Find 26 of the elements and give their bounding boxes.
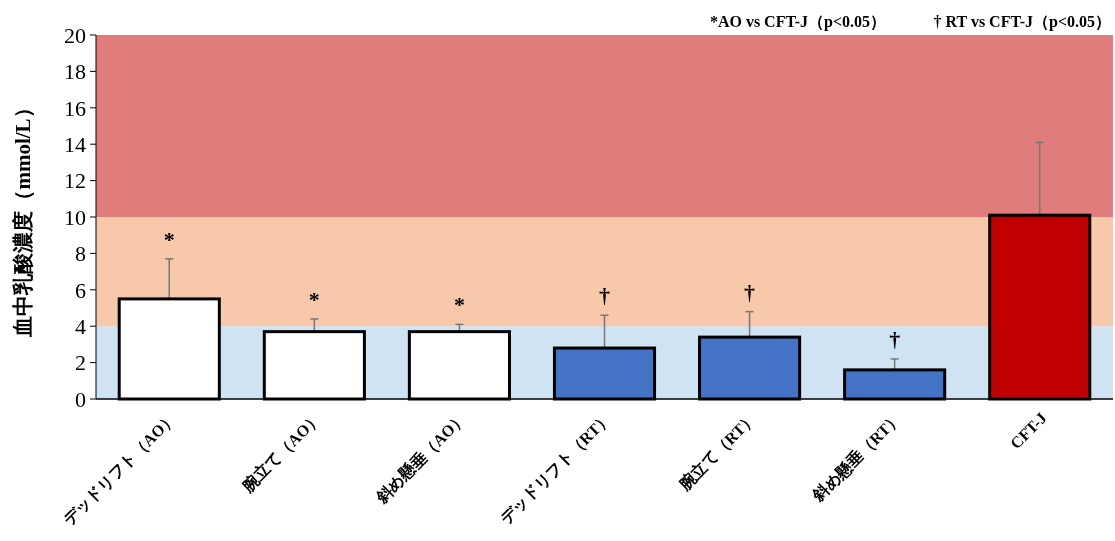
y-tick-label: 14 [64,131,86,157]
y-tick-label: 8 [75,241,86,267]
annotation: * [453,292,465,318]
annotation: † [744,279,756,305]
y-tick-label: 12 [64,168,86,194]
annotation: † [889,326,901,352]
y-tick-label: 16 [64,95,86,121]
y-axis-title: 血中乳酸濃度（mmol/L） [11,97,35,338]
text: † RT vs CFT-J（p<0.05） [933,13,1111,31]
x-tick-label: 腕立て（AO） [237,408,326,497]
x-tick-label: 腕立て（RT） [674,408,761,495]
y-tick-label: 20 [64,22,86,48]
x-tick-label: 斜め懸垂（RT） [808,409,906,506]
y-tick-label: 6 [75,277,86,303]
annotation: * [308,286,320,312]
annotation: * [163,226,175,252]
y-tick-label: 0 [75,386,86,412]
y-tick-label: 18 [64,59,86,85]
x-tick-label: デッドリフト（AO） [59,409,181,530]
text: *AO vs CFT-J（p<0.05） [709,13,886,31]
y-tick-label: 10 [64,204,86,230]
y-tick-label: 4 [75,313,86,339]
annotation: † [599,283,610,309]
x-tick-label: デッドリフト（RT） [496,409,616,528]
x-tick-label: 斜め懸垂（AO） [371,409,471,508]
y-tick-label: 2 [75,350,86,376]
